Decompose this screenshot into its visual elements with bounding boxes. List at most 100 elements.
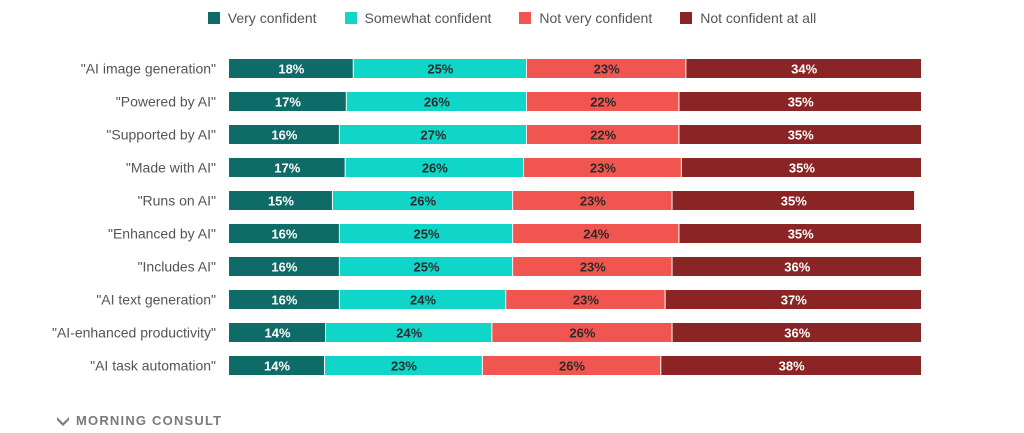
category-label-ai-task-automation: "AI task automation" (90, 358, 216, 374)
data-label-ai-image-generation-not-confident-at-all: 34% (791, 62, 817, 77)
bar-segment-ai-enhanced-productivity-not-very-confident (492, 323, 672, 342)
bar-segment-powered-by-ai-very-confident (229, 92, 346, 111)
bar-segment-powered-by-ai-somewhat-confident (346, 92, 526, 111)
data-label-enhanced-by-ai-very-confident: 16% (271, 227, 297, 242)
data-label-ai-enhanced-productivity-not-very-confident: 26% (569, 326, 595, 341)
bar-segment-runs-on-ai-very-confident (229, 191, 332, 210)
bar-segment-powered-by-ai-not-very-confident (526, 92, 679, 111)
data-label-ai-image-generation-not-very-confident: 23% (594, 62, 620, 77)
data-label-ai-task-automation-not-very-confident: 26% (559, 359, 585, 374)
legend-item-not-confident-at-all: Not confident at all (680, 10, 816, 26)
data-label-supported-by-ai-somewhat-confident: 27% (420, 128, 446, 143)
bar-segment-ai-text-generation-not-confident-at-all (665, 290, 921, 309)
data-label-includes-ai-not-confident-at-all: 36% (784, 260, 810, 275)
brand-name: MORNING CONSULT (76, 413, 223, 428)
bar-segment-ai-image-generation-not-confident-at-all (686, 59, 921, 78)
data-label-ai-enhanced-productivity-very-confident: 14% (264, 326, 290, 341)
data-label-made-with-ai-not-confident-at-all: 35% (789, 161, 815, 176)
category-label-ai-image-generation: "AI image generation" (81, 61, 216, 77)
bar-segment-ai-task-automation-not-confident-at-all (661, 356, 921, 375)
bar-segment-includes-ai-very-confident (229, 257, 339, 276)
legend-swatch-very-confident (207, 12, 220, 24)
bar-segment-ai-text-generation-not-very-confident (506, 290, 665, 309)
legend-label-not-confident-at-all: Not confident at all (700, 10, 817, 26)
legend-label-very-confident: Very confident (227, 10, 317, 26)
legend-swatch-somewhat-confident (344, 12, 357, 24)
bar-segment-ai-enhanced-productivity-very-confident (229, 323, 326, 342)
data-label-powered-by-ai-not-confident-at-all: 35% (788, 95, 814, 110)
brand-footer: MORNING CONSULT (56, 413, 222, 428)
bar-segment-supported-by-ai-not-very-confident (526, 125, 679, 144)
bar-segment-ai-task-automation-very-confident (229, 356, 325, 375)
data-label-runs-on-ai-somewhat-confident: 26% (410, 194, 436, 209)
bar-segment-runs-on-ai-somewhat-confident (332, 191, 513, 210)
data-label-enhanced-by-ai-not-very-confident: 24% (583, 227, 609, 242)
data-label-ai-text-generation-somewhat-confident: 24% (410, 293, 436, 308)
bar-segment-runs-on-ai-not-confident-at-all (672, 191, 915, 210)
data-label-made-with-ai-not-very-confident: 23% (590, 161, 616, 176)
data-label-powered-by-ai-not-very-confident: 22% (590, 95, 616, 110)
bar-segment-includes-ai-not-very-confident (513, 257, 672, 276)
category-label-includes-ai: "Includes AI" (138, 259, 216, 275)
bar-segment-made-with-ai-very-confident (229, 158, 345, 177)
data-label-ai-text-generation-not-confident-at-all: 37% (781, 293, 807, 308)
bar-segment-supported-by-ai-not-confident-at-all (679, 125, 921, 144)
data-label-includes-ai-somewhat-confident: 25% (413, 260, 439, 275)
bar-segment-ai-text-generation-somewhat-confident (339, 290, 506, 309)
category-label-enhanced-by-ai: "Enhanced by AI" (108, 226, 216, 242)
bar-segment-ai-image-generation-somewhat-confident (353, 59, 526, 78)
legend-item-not-very-confident: Not very confident (519, 10, 652, 26)
data-label-ai-task-automation-very-confident: 14% (264, 359, 290, 374)
bar-segment-includes-ai-not-confident-at-all (672, 257, 921, 276)
data-label-ai-text-generation-very-confident: 16% (271, 293, 297, 308)
legend-item-somewhat-confident: Somewhat confident (344, 10, 492, 26)
bar-segment-enhanced-by-ai-somewhat-confident (339, 224, 513, 243)
legend-swatch-not-confident-at-all (680, 12, 693, 24)
bar-segment-supported-by-ai-very-confident (229, 125, 339, 144)
legend-swatch-not-very-confident (519, 12, 532, 24)
data-label-powered-by-ai-somewhat-confident: 26% (424, 95, 450, 110)
bar-segment-runs-on-ai-not-very-confident (513, 191, 672, 210)
morning-consult-logo-icon (57, 416, 69, 426)
data-label-supported-by-ai-very-confident: 16% (271, 128, 297, 143)
data-label-runs-on-ai-not-very-confident: 23% (580, 194, 606, 209)
chart-legend: Very confident Somewhat confident Not ve… (0, 10, 1024, 26)
bar-segment-enhanced-by-ai-very-confident (229, 224, 339, 243)
data-label-ai-text-generation-not-very-confident: 23% (573, 293, 599, 308)
data-label-ai-image-generation-very-confident: 18% (278, 62, 304, 77)
data-label-supported-by-ai-not-very-confident: 22% (590, 128, 616, 143)
bar-segment-ai-enhanced-productivity-not-confident-at-all (672, 323, 921, 342)
data-label-powered-by-ai-very-confident: 17% (275, 95, 301, 110)
data-label-made-with-ai-very-confident: 17% (274, 161, 300, 176)
legend-label-somewhat-confident: Somewhat confident (364, 10, 492, 26)
data-label-ai-enhanced-productivity-not-confident-at-all: 36% (784, 326, 810, 341)
bar-segment-ai-enhanced-productivity-somewhat-confident (326, 323, 492, 342)
data-label-ai-enhanced-productivity-somewhat-confident: 24% (396, 326, 422, 341)
bar-segment-made-with-ai-somewhat-confident (345, 158, 524, 177)
legend-item-very-confident: Very confident (207, 10, 317, 26)
category-label-runs-on-ai: "Runs on AI" (138, 193, 216, 209)
bar-segment-ai-text-generation-very-confident (229, 290, 339, 309)
bar-segment-made-with-ai-not-confident-at-all (681, 158, 921, 177)
bar-segment-supported-by-ai-somewhat-confident (339, 125, 526, 144)
data-label-includes-ai-not-very-confident: 23% (580, 260, 606, 275)
data-label-supported-by-ai-not-confident-at-all: 35% (788, 128, 814, 143)
data-label-enhanced-by-ai-not-confident-at-all: 35% (788, 227, 814, 242)
category-label-made-with-ai: "Made with AI" (126, 160, 216, 176)
bar-segment-powered-by-ai-not-confident-at-all (679, 92, 921, 111)
bar-segment-ai-task-automation-not-very-confident (482, 356, 661, 375)
data-label-ai-task-automation-not-confident-at-all: 38% (779, 359, 805, 374)
bar-segment-ai-image-generation-not-very-confident (526, 59, 686, 78)
category-label-supported-by-ai: "Supported by AI" (106, 127, 216, 143)
data-label-made-with-ai-somewhat-confident: 26% (422, 161, 448, 176)
bar-segment-ai-task-automation-somewhat-confident (325, 356, 482, 375)
bar-segment-includes-ai-somewhat-confident (339, 257, 513, 276)
category-label-powered-by-ai: "Powered by AI" (116, 94, 216, 110)
data-label-ai-image-generation-somewhat-confident: 25% (427, 62, 453, 77)
category-label-ai-text-generation: "AI text generation" (96, 292, 216, 308)
data-label-includes-ai-very-confident: 16% (271, 260, 297, 275)
legend-label-not-very-confident: Not very confident (539, 10, 653, 26)
bar-segment-made-with-ai-not-very-confident (524, 158, 681, 177)
